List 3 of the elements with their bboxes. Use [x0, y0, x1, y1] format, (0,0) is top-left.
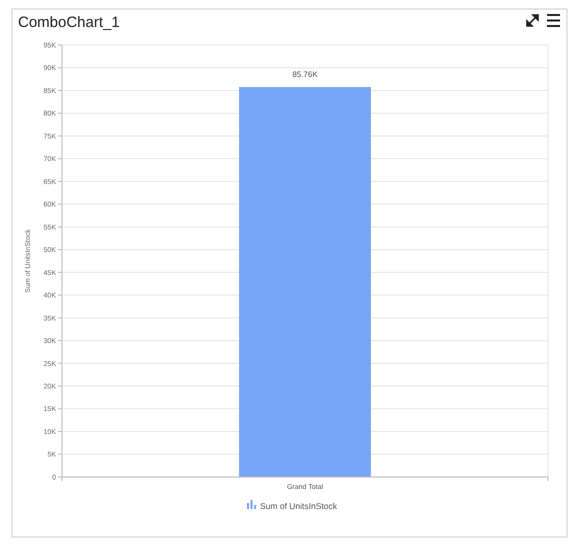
data-label: 85.76K — [292, 70, 318, 80]
chart-title: ComboChart_1 — [18, 14, 120, 31]
legend-label: Sum of UnitsInStock — [260, 500, 338, 511]
